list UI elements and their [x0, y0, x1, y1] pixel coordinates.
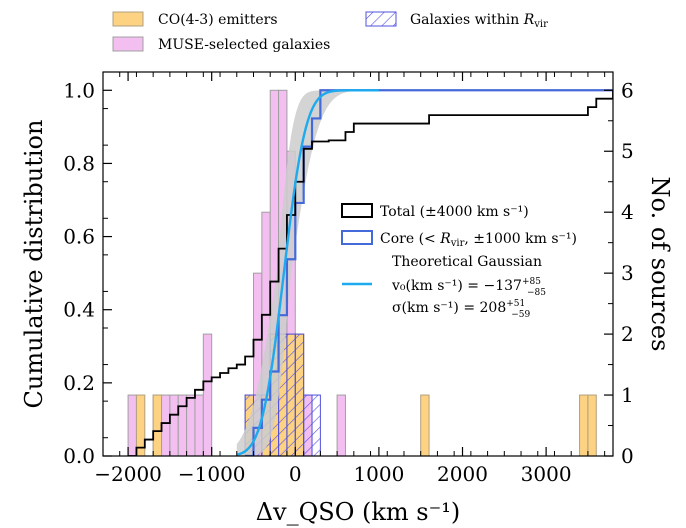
x-tick-label: 3000	[521, 462, 572, 486]
muse-bar	[336, 394, 346, 456]
muse-bar	[177, 394, 188, 456]
y-right-tick-label: 6	[621, 78, 634, 102]
legend-core-label: Core (< Rvir, ±1000 km s⁻¹)	[380, 231, 577, 249]
cdf-lines	[128, 89, 613, 456]
muse-bar	[194, 394, 204, 456]
x-tick-label: 1000	[353, 462, 404, 486]
y-axis-title: Cumulative distribution	[20, 120, 48, 409]
cdf-core-line	[245, 89, 613, 456]
muse-bar	[186, 394, 196, 456]
muse-bar	[202, 333, 213, 456]
legend-co-swatch	[112, 11, 144, 27]
axis-ticks: −2000 −1000 0 1000 2000 3000 0.0 0.2 0.4 0.6 0.8 1.…	[63, 71, 634, 486]
co-bar	[587, 394, 597, 456]
y-tick-label: 0.4	[63, 298, 95, 322]
y-right-tick-label: 2	[621, 322, 634, 346]
y-right-tick-label: 5	[621, 139, 634, 163]
top-legend: CO(4-3) emitters MUSE-selected galaxies …	[112, 11, 548, 53]
y-right-tick-label: 0	[621, 444, 634, 468]
co-bar	[152, 394, 163, 456]
inner-legend: Total (±4000 km s⁻¹) Core (< Rvir, ±1000…	[341, 203, 577, 320]
rvir-bar	[286, 333, 296, 456]
legend-core-swatch	[341, 230, 373, 245]
y-right-tick-label: 3	[621, 261, 634, 285]
x-tick-label: −2000	[94, 462, 162, 486]
y-right-tick-label: 4	[621, 200, 634, 224]
muse-bar	[161, 394, 171, 456]
cdf-total-line	[128, 90, 613, 456]
legend-total-swatch	[341, 203, 373, 218]
x-tick-label: 0	[289, 462, 302, 486]
gaussian-cdf-line	[236, 89, 379, 456]
legend-co-label: CO(4-3) emitters	[158, 12, 278, 28]
y-right-tick-label: 1	[621, 383, 634, 407]
legend-gauss-sigma: σ(km s⁻¹) = 208+51 −59	[392, 299, 531, 320]
rvir-bar	[294, 333, 305, 456]
legend-muse-swatch	[112, 36, 144, 52]
y-tick-label: 1.0	[63, 78, 95, 102]
y-tick-label: 0.2	[63, 371, 95, 395]
legend-total-label: Total (±4000 km s⁻¹)	[380, 204, 529, 220]
legend-gauss-v0: v₀(km s⁻¹) = −137+85 −85	[391, 277, 546, 298]
x-axis-title: Δv_QSO (km s⁻¹)	[256, 498, 461, 526]
rvir-bar	[303, 394, 313, 456]
legend-rvir-label: Galaxies within Rvir	[410, 12, 548, 30]
y-tick-label: 0.0	[63, 444, 95, 468]
y-tick-label: 0.8	[63, 151, 95, 175]
co-bar	[579, 394, 589, 456]
x-tick-label: −1000	[178, 462, 246, 486]
legend-rvir-swatch	[365, 11, 397, 27]
x-tick-label: 2000	[437, 462, 488, 486]
co-bar	[420, 394, 430, 456]
rvir-bar	[311, 394, 321, 456]
legend-gauss-title: Theoretical Gaussian	[392, 254, 542, 270]
muse-bar	[169, 394, 179, 456]
legend-muse-label: MUSE-selected galaxies	[158, 37, 330, 53]
y-tick-label: 0.6	[63, 225, 95, 249]
plot-frame	[102, 71, 614, 457]
y-right-axis-title: No. of sources	[646, 177, 674, 352]
muse-bar	[127, 394, 137, 456]
